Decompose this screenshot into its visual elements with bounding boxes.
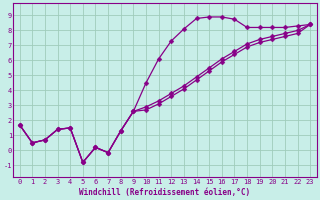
X-axis label: Windchill (Refroidissement éolien,°C): Windchill (Refroidissement éolien,°C) — [79, 188, 251, 197]
